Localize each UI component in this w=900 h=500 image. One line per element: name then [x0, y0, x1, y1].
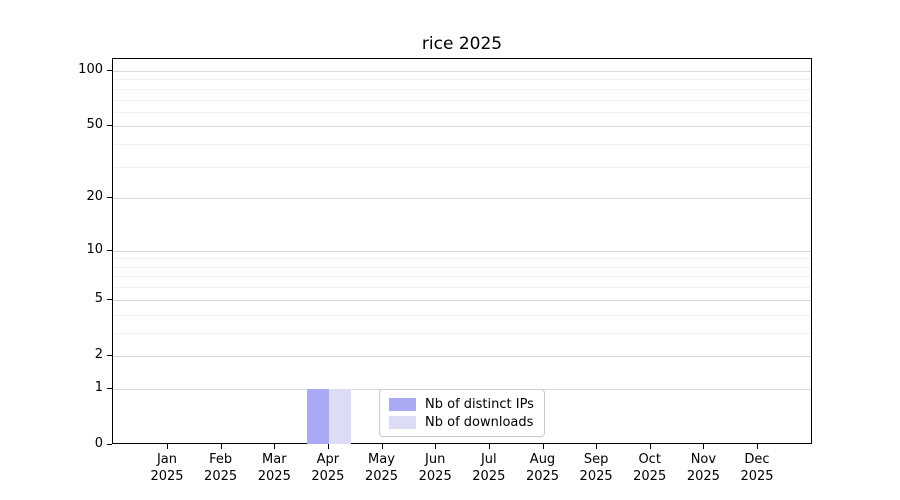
- x-tick-month: May: [368, 452, 395, 467]
- x-tick-year: 2025: [740, 469, 774, 484]
- x-tick-mark-jan: [167, 444, 168, 449]
- y-tick-mark-20: [107, 197, 112, 199]
- x-tick-mark-apr: [327, 444, 329, 449]
- y-tick-mark-10: [107, 249, 112, 251]
- x-tick-month: Aug: [529, 452, 556, 467]
- legend-row: Nb of downloads: [389, 413, 534, 431]
- y-tick-label-100: 100: [78, 61, 103, 77]
- gridline-minor-8: [113, 266, 811, 268]
- x-tick-year: 2025: [472, 469, 506, 484]
- x-tick-mark-jun: [435, 444, 437, 449]
- bar-nb-of-distinct-ips-apr: [306, 388, 329, 444]
- x-tick-month: Feb: [209, 452, 233, 467]
- y-tick-label-20: 20: [86, 189, 103, 205]
- x-tick-year: 2025: [311, 469, 345, 484]
- plot-area: Nb of distinct IPs Nb of downloads: [112, 58, 812, 444]
- x-tick-year: 2025: [257, 469, 291, 484]
- x-tick-label-oct: Oct 2025: [618, 451, 682, 485]
- x-tick-month: Sep: [583, 452, 609, 467]
- legend-items: Nb of distinct IPs Nb of downloads: [389, 395, 534, 431]
- gridline-major-5: [113, 299, 811, 301]
- x-tick-mark-may: [381, 444, 383, 449]
- x-tick-year: 2025: [686, 469, 720, 484]
- gridline-major-10: [113, 250, 811, 252]
- x-tick-month: Mar: [262, 452, 287, 467]
- x-tick-month: Oct: [638, 452, 661, 467]
- y-tick-mark-1: [107, 387, 112, 389]
- x-tick-month: Nov: [690, 452, 717, 467]
- gridline-minor-70: [113, 99, 811, 101]
- x-tick-label-nov: Nov 2025: [671, 451, 735, 485]
- x-tick-year: 2025: [418, 469, 452, 484]
- gridline-major-50: [113, 126, 811, 128]
- y-tick-mark-2: [107, 355, 112, 356]
- y-tick-mark-100: [107, 69, 112, 71]
- y-tick-label-10: 10: [86, 241, 103, 257]
- x-tick-label-aug: Aug 2025: [511, 451, 575, 485]
- x-tick-month: Jan: [156, 452, 178, 467]
- x-tick-year: 2025: [525, 469, 560, 484]
- gridline-minor-90: [113, 79, 811, 81]
- x-tick-label-may: May 2025: [350, 451, 414, 485]
- chart-title: rice 2025: [421, 34, 503, 54]
- x-tick-year: 2025: [204, 469, 238, 484]
- legend-swatch-nb-of-distinct-ips: [389, 397, 416, 411]
- x-tick-month: Dec: [744, 452, 770, 467]
- x-tick-month: Jul: [480, 452, 497, 467]
- x-tick-year: 2025: [633, 469, 667, 484]
- x-tick-year: 2025: [150, 469, 184, 484]
- y-tick-label-0: 0: [94, 436, 103, 451]
- x-tick-mark-feb: [220, 444, 222, 449]
- legend-swatch-nb-of-downloads: [389, 415, 416, 429]
- gridline-major-20: [113, 198, 811, 200]
- gridline-minor-4: [113, 314, 811, 316]
- gridline-minor-9: [113, 258, 811, 260]
- legend-label: Nb of downloads: [425, 414, 534, 430]
- x-tick-mark-oct: [649, 444, 651, 449]
- x-tick-mark-mar: [274, 444, 276, 449]
- gridline-minor-30: [113, 166, 811, 168]
- y-tick-label-2: 2: [94, 347, 103, 362]
- gridline-major-2: [113, 356, 811, 357]
- x-tick-mark-aug: [542, 444, 544, 449]
- y-tick-mark-50: [107, 125, 112, 127]
- y-tick-mark-0: [107, 444, 112, 445]
- gridline-minor-3: [113, 332, 811, 334]
- x-tick-month: Apr: [316, 452, 340, 467]
- x-tick-label-mar: Mar 2025: [242, 451, 306, 485]
- x-tick-label-feb: Feb 2025: [189, 451, 253, 485]
- x-tick-year: 2025: [364, 469, 399, 484]
- x-tick-label-jul: Jul 2025: [457, 451, 521, 485]
- gridline-minor-60: [113, 111, 811, 113]
- gridline-minor-80: [113, 88, 811, 90]
- x-tick-mark-dec: [757, 444, 758, 449]
- x-tick-label-dec: Dec 2025: [725, 451, 789, 485]
- y-tick-mark-5: [107, 298, 112, 300]
- gridline-minor-40: [113, 144, 811, 145]
- gridline-minor-7: [113, 276, 811, 278]
- x-tick-label-jan: Jan 2025: [135, 451, 199, 485]
- bar-nb-of-downloads-apr: [328, 388, 351, 444]
- x-tick-mark-nov: [703, 444, 705, 449]
- legend: Nb of distinct IPs Nb of downloads: [379, 389, 545, 437]
- x-tick-month: Jun: [425, 452, 446, 467]
- legend-label: Nb of distinct IPs: [425, 396, 534, 412]
- y-tick-label-1: 1: [94, 379, 103, 395]
- x-tick-mark-sep: [596, 444, 598, 449]
- gridline-major-100: [113, 70, 811, 72]
- x-tick-label-sep: Sep 2025: [564, 451, 628, 485]
- y-tick-label-5: 5: [94, 290, 103, 306]
- x-tick-mark-jul: [488, 444, 490, 449]
- x-tick-label-jun: Jun 2025: [403, 451, 467, 485]
- gridline-minor-6: [113, 287, 811, 289]
- y-tick-label-50: 50: [86, 117, 103, 133]
- x-tick-year: 2025: [579, 469, 613, 484]
- x-tick-label-apr: Apr 2025: [296, 451, 360, 485]
- legend-row: Nb of distinct IPs: [389, 395, 534, 413]
